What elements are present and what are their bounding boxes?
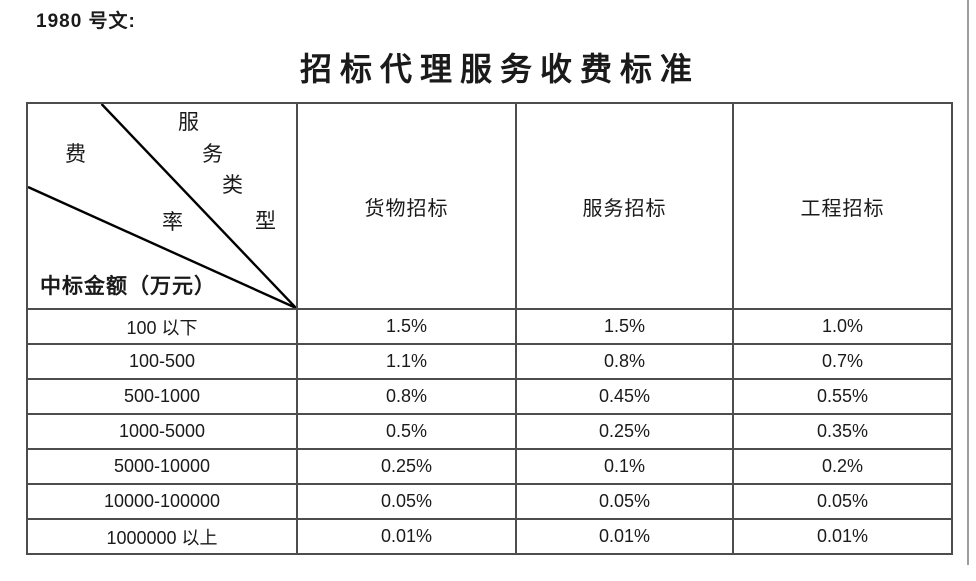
table-cell: 0.01% (732, 518, 953, 555)
table-row: 1000-5000 0.5% 0.25% 0.35% (26, 413, 953, 450)
row-label: 5000-10000 (26, 448, 298, 485)
table-row: 5000-10000 0.25% 0.1% 0.2% (26, 448, 953, 485)
table-row: 100-500 1.1% 0.8% 0.7% (26, 343, 953, 380)
table-cell: 1.5% (515, 308, 734, 345)
table-cell: 0.05% (732, 483, 953, 520)
column-header-service: 服务招标 (515, 102, 734, 310)
row-label: 500-1000 (26, 378, 298, 415)
corner-axis-char: 率 (162, 210, 183, 234)
table-row: 500-1000 0.8% 0.45% 0.55% (26, 378, 953, 415)
column-header-engineering: 工程招标 (732, 102, 953, 310)
table-row: 1000000 以上 0.01% 0.01% 0.01% (26, 518, 953, 555)
table-row: 10000-100000 0.05% 0.05% 0.05% (26, 483, 953, 520)
table-row: 100 以下 1.5% 1.5% 1.0% (26, 308, 953, 345)
corner-axis-char: 务 (202, 142, 223, 166)
table-cell: 0.55% (732, 378, 953, 415)
diagonal-divider-icon (29, 105, 295, 307)
row-label: 100 以下 (26, 308, 298, 345)
corner-axis-char: 类 (222, 173, 243, 197)
row-label: 10000-100000 (26, 483, 298, 520)
table-cell: 0.8% (515, 343, 734, 380)
table-cell: 0.8% (296, 378, 517, 415)
table-cell: 0.5% (296, 413, 517, 450)
corner-axis-char: 服 (178, 110, 199, 134)
row-axis-label: 中标金额（万元） (40, 274, 216, 298)
table-cell: 0.7% (732, 343, 953, 380)
corner-axis-char: 费 (65, 142, 86, 166)
row-label: 100-500 (26, 343, 298, 380)
table-cell: 0.01% (296, 518, 517, 555)
table-corner-header: 服 务 类 型 费 率 中标金额（万元） (26, 102, 298, 310)
table-header-row: 服 务 类 型 费 率 中标金额（万元） 货物招标 服务招标 工程招标 (26, 102, 953, 310)
column-header-goods: 货物招标 (296, 102, 517, 310)
table-cell: 0.1% (515, 448, 734, 485)
document-reference: 1980 号文: (36, 11, 136, 32)
table-cell: 1.0% (732, 308, 953, 345)
table-cell: 0.25% (296, 448, 517, 485)
corner-axis-char: 型 (255, 209, 276, 233)
page-edge-line (967, 0, 969, 565)
table-cell: 0.01% (515, 518, 734, 555)
table-cell: 0.05% (296, 483, 517, 520)
table-cell: 0.25% (515, 413, 734, 450)
table-cell: 0.05% (515, 483, 734, 520)
table-cell: 1.5% (296, 308, 517, 345)
row-label: 1000-5000 (26, 413, 298, 450)
row-label: 1000000 以上 (26, 518, 298, 555)
page-title: 招标代理服务收费标准 (299, 51, 700, 87)
table-cell: 0.45% (515, 378, 734, 415)
table-cell: 1.1% (296, 343, 517, 380)
table-cell: 0.2% (732, 448, 953, 485)
table-cell: 0.35% (732, 413, 953, 450)
fee-standard-table: 服 务 类 型 费 率 中标金额（万元） 货物招标 服务招标 工程招标 100 … (26, 102, 953, 555)
